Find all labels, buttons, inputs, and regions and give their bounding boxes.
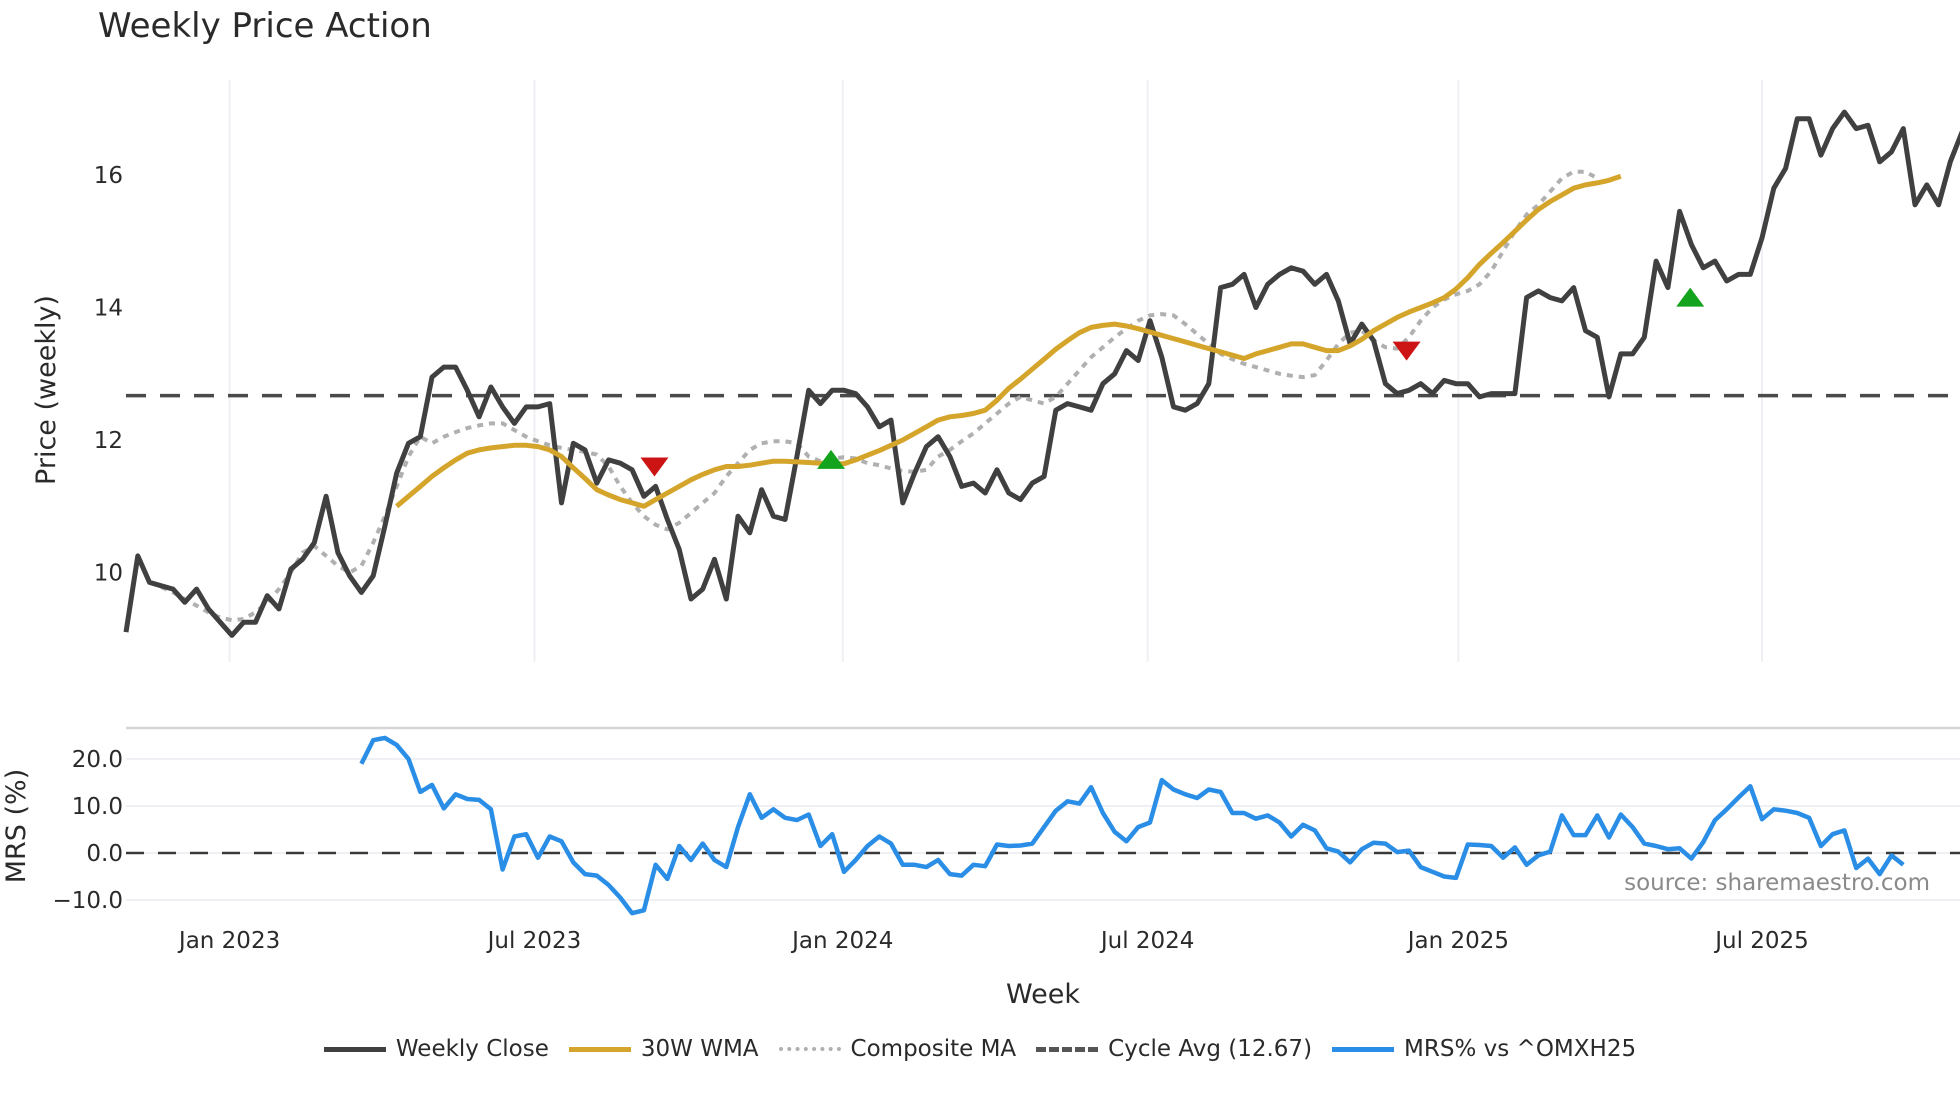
x-tick-label: Jan 2025 xyxy=(1406,928,1509,954)
legend-item[interactable]: Cycle Avg (12.67) xyxy=(1036,1036,1312,1062)
price-axis-title: Price (weekly) xyxy=(31,295,62,485)
legend-swatch-icon xyxy=(1036,1046,1099,1052)
price-tick-label: 16 xyxy=(94,163,123,189)
sell-signal-triangle-down-icon xyxy=(1392,341,1421,361)
wma-line xyxy=(395,173,1622,509)
y-axis-ticks: 10 12 14 16 20.0 10.0 0.0 −10.0 xyxy=(53,163,123,914)
legend-swatch-icon xyxy=(778,1047,841,1051)
price-series xyxy=(123,109,1960,638)
legend-item[interactable]: MRS% vs ^OMXH25 xyxy=(1332,1036,1636,1062)
x-tick-label: Jul 2024 xyxy=(1099,928,1195,954)
composite-ma-line xyxy=(160,169,1599,623)
mrs-tick-label: −10.0 xyxy=(53,888,123,914)
chart-title: Weekly Price Action xyxy=(98,6,432,46)
buy-signal-triangle-up-icon xyxy=(817,449,846,469)
legend-label: Composite MA xyxy=(850,1036,1017,1062)
legend-item[interactable]: 30W WMA xyxy=(568,1036,759,1062)
legend-label: 30W WMA xyxy=(640,1036,759,1062)
x-tick-label: Jan 2023 xyxy=(177,928,280,954)
price-tick-label: 12 xyxy=(94,428,123,454)
signal-markers xyxy=(640,287,1705,477)
mrs-axis-title: MRS (%) xyxy=(1,769,32,884)
source-watermark: source: sharemaestro.com xyxy=(1624,870,1930,896)
mrs-series xyxy=(126,735,1960,916)
mrs-line xyxy=(359,735,1905,916)
legend: Weekly Close 30W WMA Composite MA Cycle Avg… xyxy=(0,1036,1960,1062)
legend-label: Cycle Avg (12.67) xyxy=(1108,1036,1313,1062)
legend-item[interactable]: Weekly Close xyxy=(323,1036,549,1062)
mrs-tick-label: 0.0 xyxy=(86,841,123,867)
weekly-close-line xyxy=(123,109,1960,638)
sell-signal-triangle-down-icon xyxy=(640,457,669,477)
x-tick-label: Jul 2025 xyxy=(1713,928,1809,954)
price-tick-label: 14 xyxy=(94,296,123,322)
x-axis-ticks: Jan 2023 Jul 2023 Jan 2024 Jul 2024 Jan 2025… xyxy=(177,928,1809,954)
legend-swatch-icon xyxy=(568,1046,631,1052)
gridlines xyxy=(126,80,1960,901)
legend-swatch-icon xyxy=(1332,1046,1395,1052)
x-tick-label: Jul 2023 xyxy=(486,928,582,954)
legend-label: MRS% vs ^OMXH25 xyxy=(1404,1036,1637,1062)
legend-item[interactable]: Composite MA xyxy=(778,1036,1017,1062)
legend-swatch-icon xyxy=(323,1046,386,1052)
mrs-tick-label: 10.0 xyxy=(72,794,123,820)
x-axis-title: Week xyxy=(1006,979,1080,1010)
legend-label: Weekly Close xyxy=(395,1036,549,1062)
buy-signal-triangle-up-icon xyxy=(1676,287,1705,307)
mrs-tick-label: 20.0 xyxy=(72,747,123,773)
price-tick-label: 10 xyxy=(94,561,123,587)
x-tick-label: Jan 2024 xyxy=(790,928,893,954)
